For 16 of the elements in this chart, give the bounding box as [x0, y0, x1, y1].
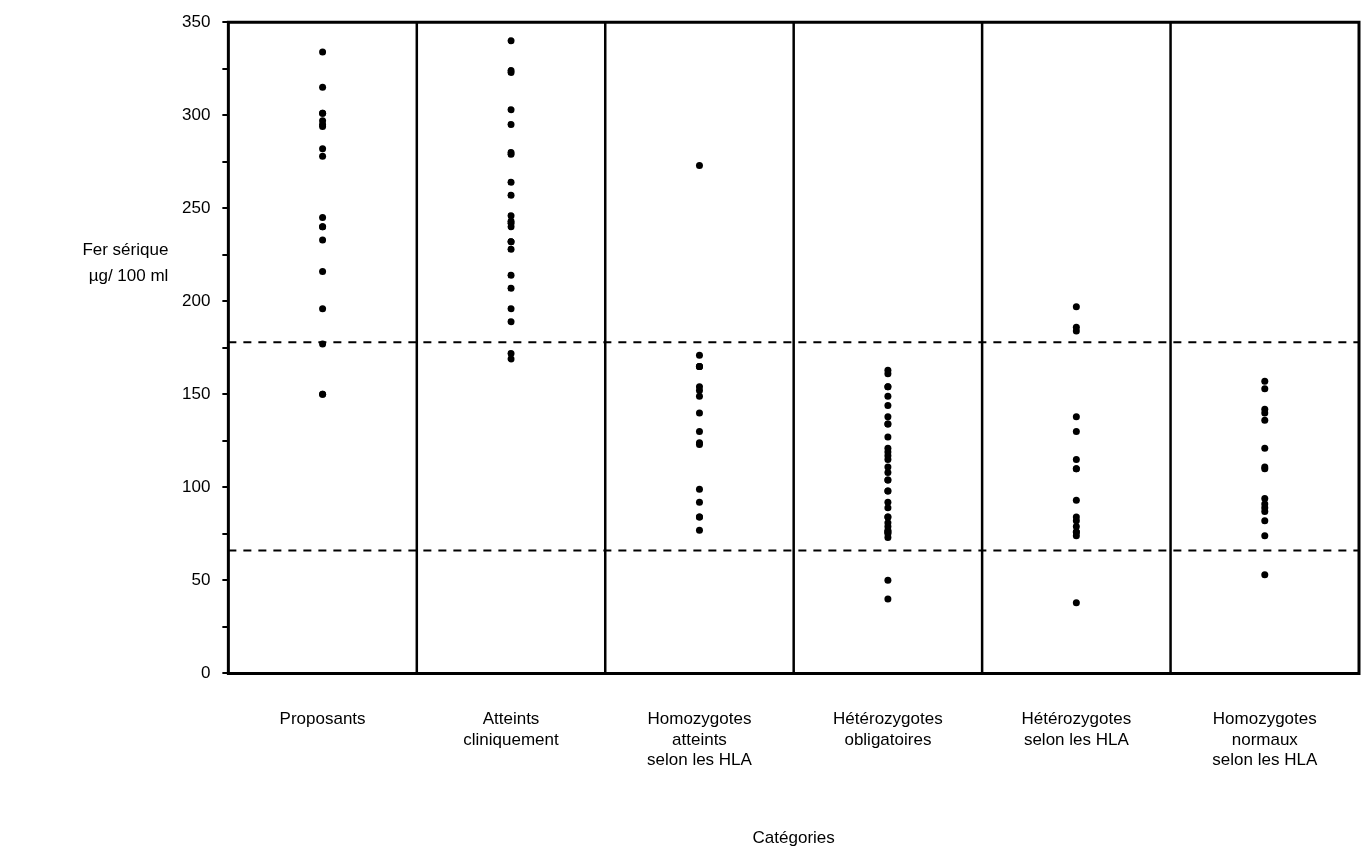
x-tick-label: Atteints cliniquement: [463, 709, 560, 749]
y-tick-label: 250: [181, 197, 211, 217]
y-tick-label: 0: [200, 663, 211, 683]
x-tick-label: Proposants: [279, 709, 366, 729]
y-tick-label: 300: [181, 104, 211, 124]
x-tick-label: Homozygotes normaux selon les HLA: [1212, 709, 1318, 770]
x-tick-label: Hétérozygotes obligatoires: [833, 709, 943, 749]
x-tick-label: Homozygotes atteints selon les HLA: [647, 709, 753, 770]
y-axis-title: Fer sérique µg/ 100 ml: [82, 239, 169, 285]
y-tick-label: 50: [191, 570, 211, 590]
y-tick-label: 100: [181, 477, 211, 497]
x-tick-label: Hétérozygotes selon les HLA: [1021, 709, 1132, 749]
y-tick-label: 200: [181, 290, 211, 310]
y-tick-label: 350: [181, 11, 211, 31]
x-axis-title: Catégories: [752, 828, 835, 848]
y-tick-label: 150: [181, 384, 211, 403]
